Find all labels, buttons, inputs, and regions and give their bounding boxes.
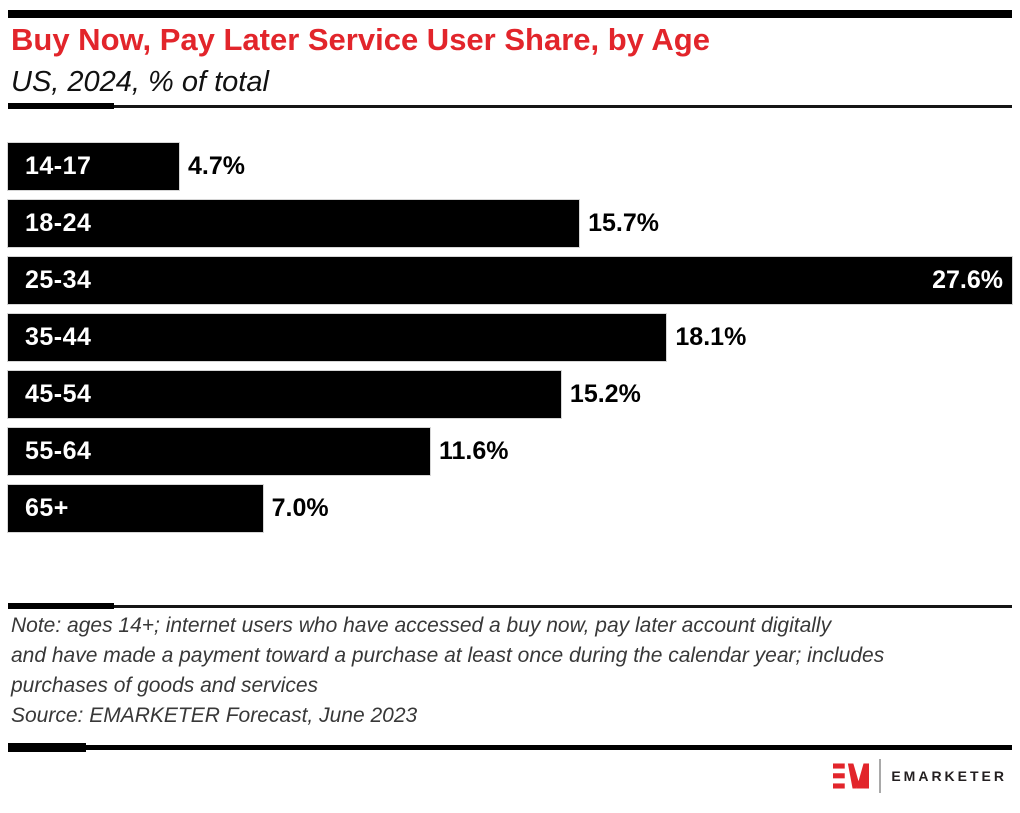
- bar-row: 35-44 18.1%: [6, 313, 1012, 362]
- bar-chart: 14-17 4.7% 18-24 15.7% 25-34 27.6% 35-44 18.1% 4…: [6, 142, 1013, 533]
- chart-notes: Note: ages 14+; internet users who have …: [11, 611, 884, 731]
- em-monogram-icon: [833, 763, 870, 789]
- bar-row: 18-24 15.7%: [6, 199, 1012, 248]
- note-line: and have made a payment toward a purchas…: [11, 644, 885, 667]
- emarketer-logo: EMARKETER: [833, 755, 1007, 797]
- bar: 25-34 27.6%: [7, 256, 1013, 305]
- bar-row: 14-17 4.7%: [7, 142, 1012, 191]
- header-divider-thick-segment: [8, 103, 114, 109]
- page-subtitle: US, 2024, % of total: [11, 66, 269, 98]
- bar-category-label: 35-44: [25, 323, 92, 351]
- footer-divider-thick-segment: [8, 603, 114, 609]
- page-title: Buy Now, Pay Later Service User Share, b…: [11, 22, 710, 57]
- bar-category-label: 65+: [25, 494, 69, 522]
- bar-value-label: 11.6%: [438, 437, 509, 465]
- bar: 45-54: [7, 370, 562, 419]
- emarketer-wordmark: EMARKETER: [891, 768, 1007, 784]
- bar-value-label: 15.7%: [588, 209, 659, 237]
- bar-category-label: 45-54: [25, 380, 92, 408]
- bar: 18-24: [6, 199, 581, 248]
- bar-value-label: 7.0%: [271, 494, 329, 522]
- logo-divider: [879, 759, 882, 793]
- note-line: purchases of goods and services: [11, 674, 319, 697]
- bar-value-label: 18.1%: [675, 323, 747, 351]
- note-line: Note: ages 14+; internet users who have …: [11, 614, 832, 637]
- top-accent-bar: [8, 10, 1012, 18]
- footer-divider: [8, 603, 1012, 609]
- bar-value-label: 27.6%: [932, 266, 1003, 294]
- bar: 65+: [7, 484, 264, 533]
- bar: 14-17: [7, 142, 180, 191]
- bar-row: 55-64 11.6%: [7, 427, 1012, 476]
- bottom-accent-bar: [8, 743, 1012, 752]
- bar-value-label: 4.7%: [187, 152, 245, 180]
- bar-row: 25-34 27.6%: [7, 256, 1013, 305]
- header-divider: [8, 103, 1012, 109]
- bar: 55-64: [7, 427, 431, 476]
- bar-row: 65+ 7.0%: [7, 484, 1012, 533]
- bar-row: 45-54 15.2%: [7, 370, 1012, 419]
- bar: 35-44: [6, 313, 668, 362]
- bar-category-label: 55-64: [25, 437, 92, 465]
- chart-source: Source: EMARKETER Forecast, June 2023: [11, 704, 418, 727]
- bar-value-label: 15.2%: [569, 380, 641, 408]
- bottom-accent-thick-segment: [8, 743, 86, 752]
- bar-category-label: 25-34: [25, 266, 92, 294]
- bar-category-label: 14-17: [25, 152, 92, 180]
- bar-category-label: 18-24: [25, 209, 92, 237]
